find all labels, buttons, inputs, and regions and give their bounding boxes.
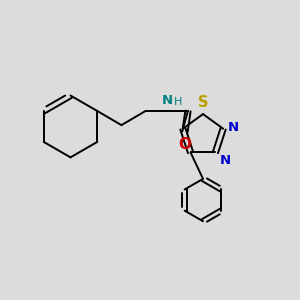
Text: N: N xyxy=(162,94,173,107)
Text: N: N xyxy=(228,121,239,134)
Text: H: H xyxy=(174,98,182,107)
Text: O: O xyxy=(178,137,191,152)
Text: S: S xyxy=(198,95,209,110)
Text: N: N xyxy=(220,154,231,167)
